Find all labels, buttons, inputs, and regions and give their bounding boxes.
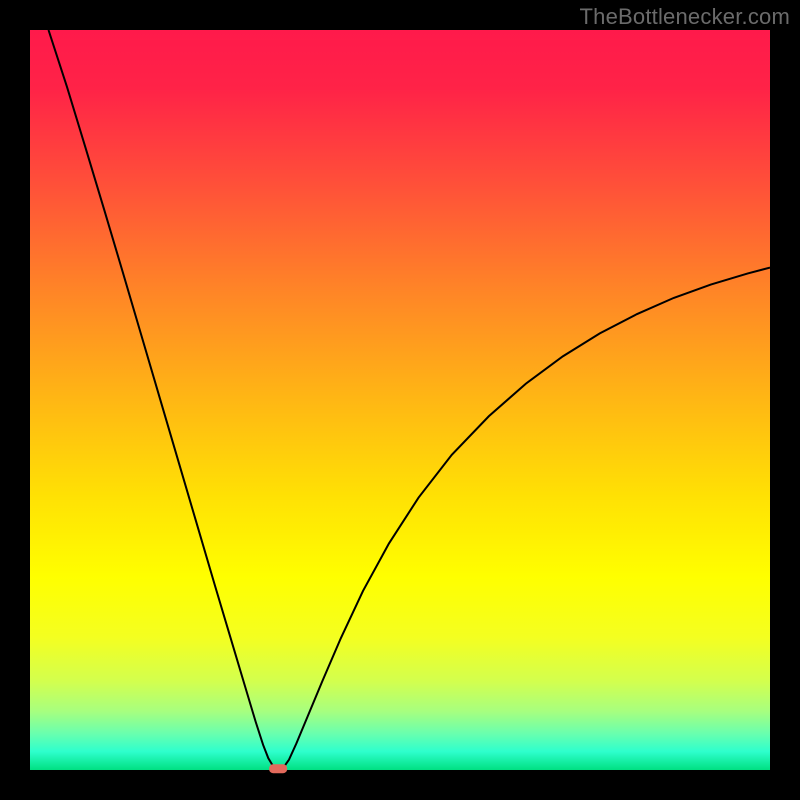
watermark-text: TheBottlenecker.com [580,4,790,30]
bottleneck-curve [30,30,770,770]
optimum-marker [269,764,287,774]
plot-area [30,30,770,770]
chart-frame: TheBottlenecker.com [0,0,800,800]
